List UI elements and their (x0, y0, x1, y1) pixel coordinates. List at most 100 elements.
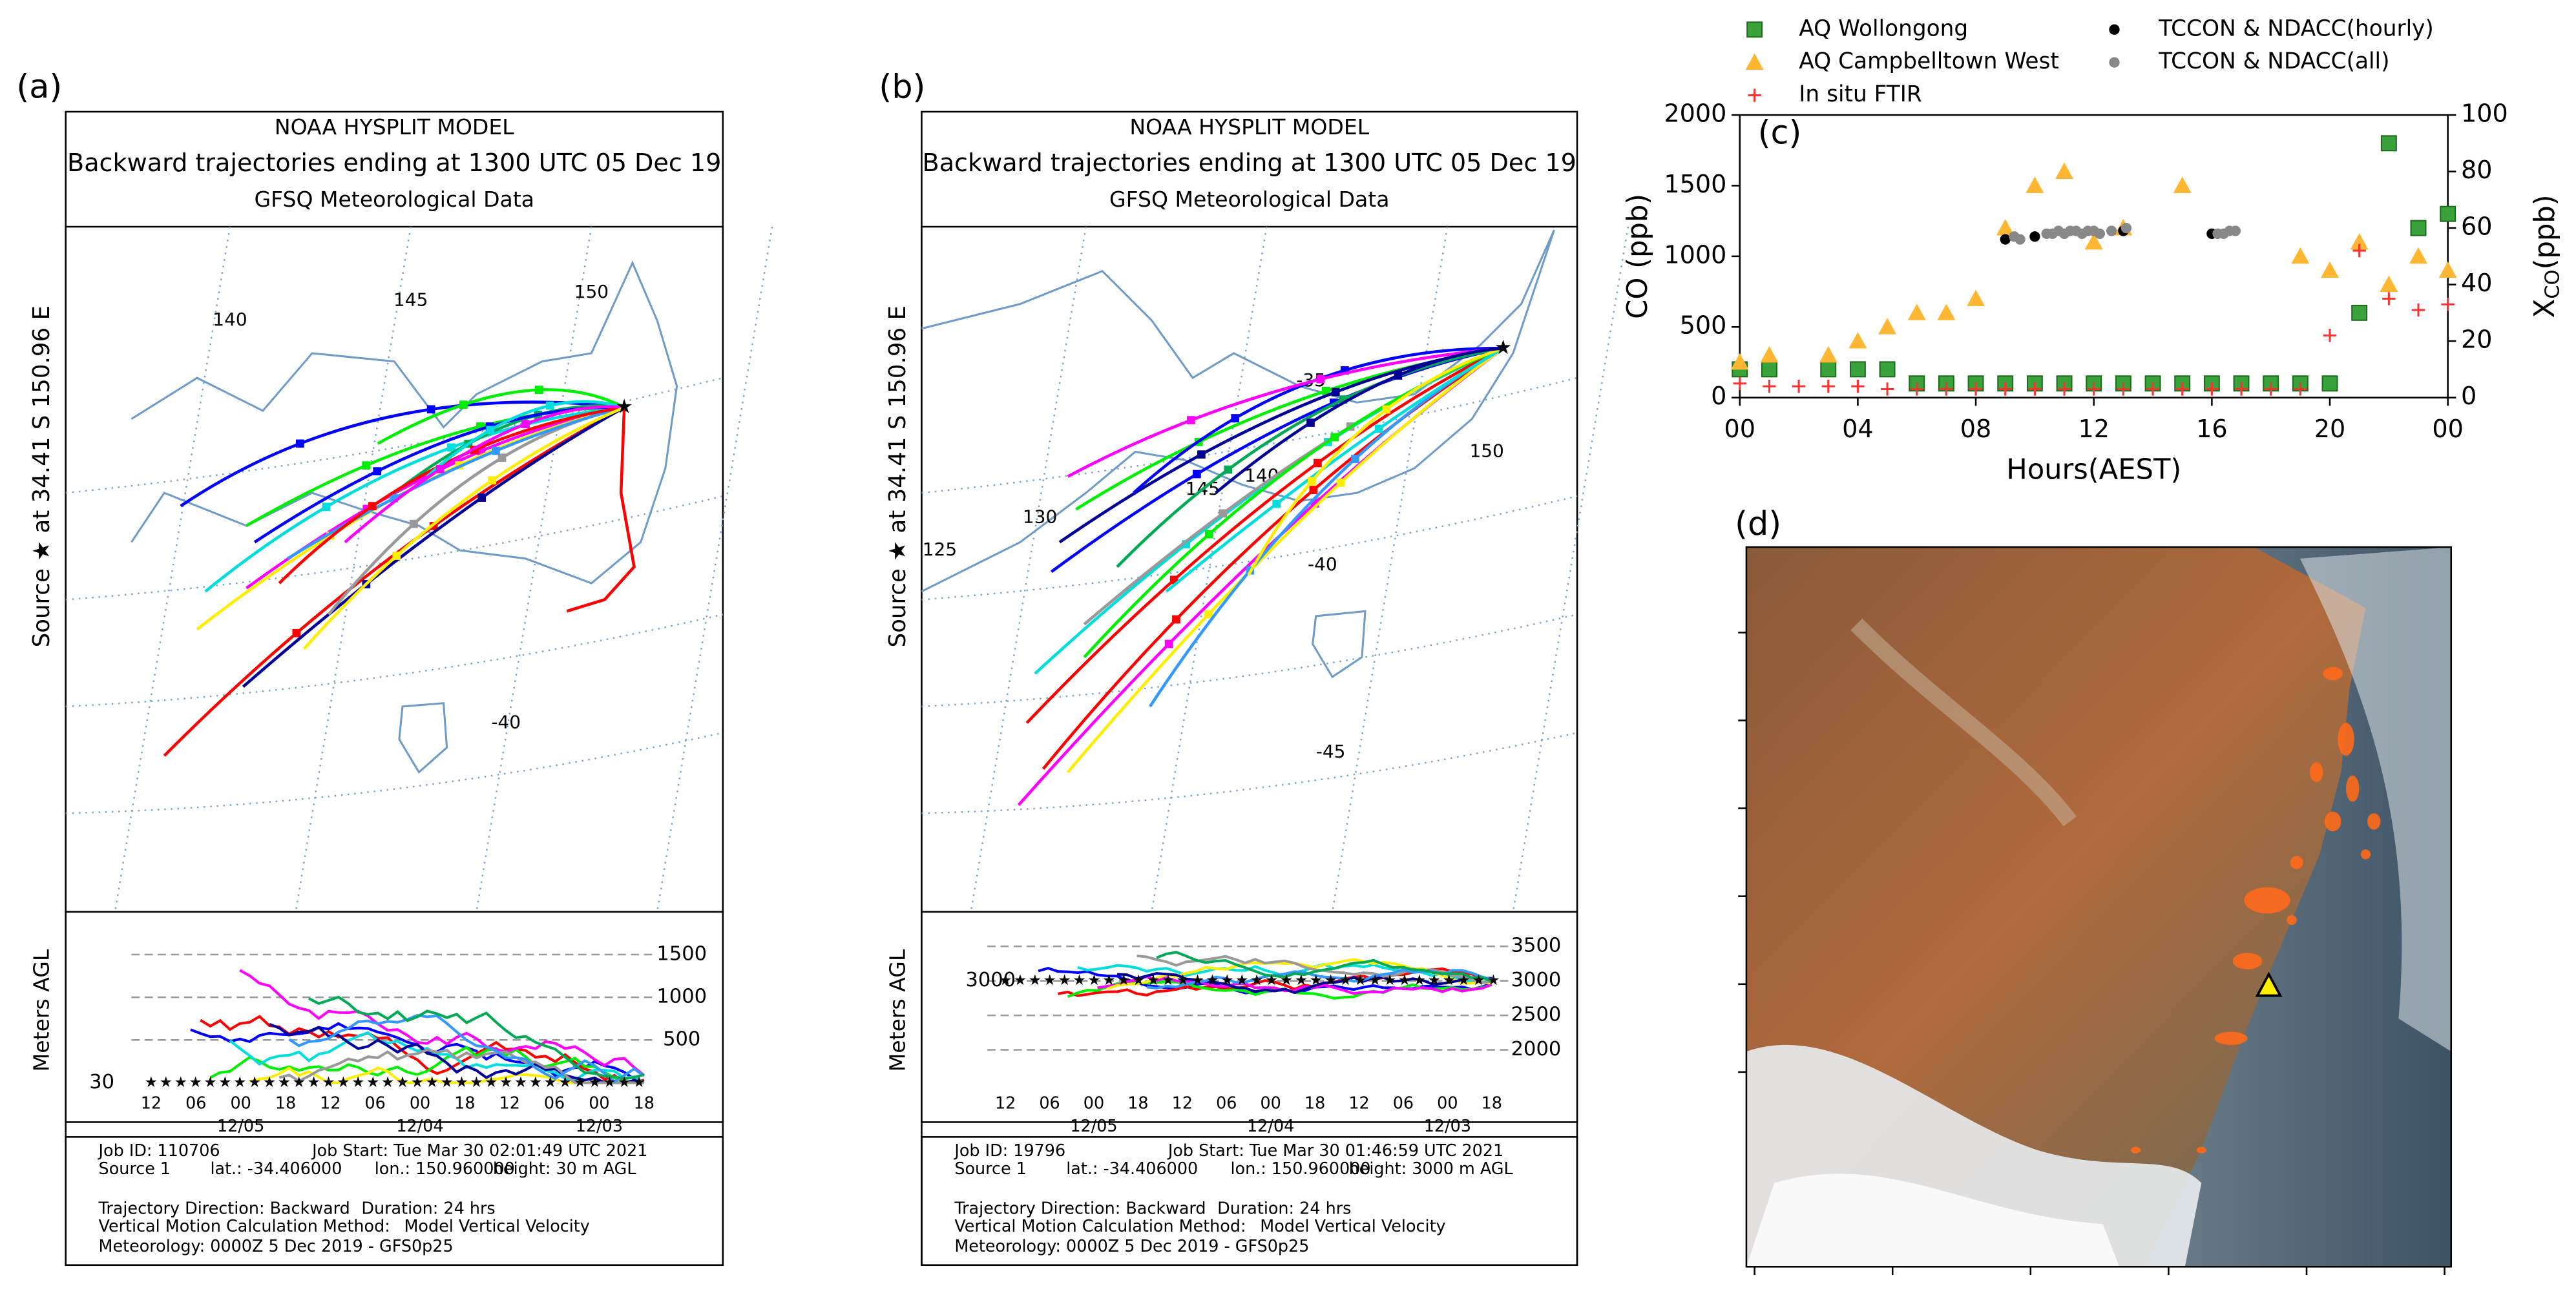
plus-marker (2294, 382, 2307, 396)
legend-label: In situ FTIR (1799, 81, 1922, 107)
trajectory (1215, 347, 1503, 494)
plus-marker (1733, 377, 1746, 390)
map-graticule (656, 226, 773, 913)
triangle-marker (1745, 53, 1764, 70)
footer-text: lat.: -34.406000 (1066, 1159, 1198, 1178)
release-star: ★ (573, 1074, 587, 1091)
footer-text: Vertical Motion Calculation Method: (99, 1216, 390, 1236)
time-label: 06 (544, 1093, 565, 1112)
x-tick-label: 12 (2078, 415, 2110, 443)
release-star: ★ (293, 1074, 306, 1091)
source-star: ★ (616, 395, 633, 418)
trajectory-marker (373, 467, 382, 475)
release-star: ★ (411, 1074, 424, 1091)
map-label: 125 (923, 539, 957, 560)
map-label: -40 (1308, 553, 1337, 575)
trajectory-marker (1307, 477, 1316, 486)
hysplit-title: Backward trajectories ending at 1300 UTC… (923, 149, 1576, 177)
release-star: ★ (204, 1074, 217, 1091)
coastline (131, 260, 678, 584)
release-star: ★ (1280, 972, 1293, 989)
plus-marker (1821, 379, 1835, 393)
plus-marker (2175, 382, 2189, 396)
trajectory-marker (534, 386, 543, 394)
y-tick-label: 0 (1711, 382, 1726, 410)
height-trajectory (308, 995, 645, 1081)
release-star: ★ (1354, 972, 1367, 989)
trajectory (377, 388, 625, 445)
release-star: ★ (1147, 972, 1160, 989)
trajectory (426, 400, 625, 478)
release-star: ★ (544, 1074, 558, 1091)
map-graticule (295, 226, 412, 913)
trajectory-marker (1164, 639, 1173, 648)
height-trajectory (239, 969, 645, 1077)
time-label: 18 (454, 1093, 475, 1112)
y2-tick-label: 20 (2461, 326, 2493, 354)
height-axis-label: Meters AGL (885, 949, 910, 1071)
trajectory-marker (1374, 424, 1383, 433)
trajectory-marker (1382, 405, 1391, 414)
trajectory (302, 406, 625, 650)
release-star: ★ (381, 1074, 395, 1091)
release-star: ★ (455, 1074, 468, 1091)
height-trajectory (209, 1046, 644, 1084)
plot-frame (1739, 114, 2449, 398)
footer-text: lat.: -34.406000 (210, 1159, 342, 1178)
footer-text: Meteorology: 0000Z 5 Dec 2019 - GFS0p25 (954, 1236, 1309, 1256)
trajectory-marker (1193, 470, 1201, 479)
square-marker (2410, 220, 2427, 236)
trajectory-marker (322, 502, 331, 512)
release-star: ★ (278, 1074, 291, 1091)
release-star: ★ (1029, 972, 1042, 989)
trajectory-marker (1314, 459, 1322, 468)
footer-text: Vertical Motion Calculation Method: (954, 1216, 1246, 1236)
footer-text: height: 3000 m AGL (1349, 1159, 1514, 1178)
time-label: 18 (1304, 1093, 1325, 1112)
release-star: ★ (485, 1074, 498, 1091)
plus-marker (2146, 382, 2160, 396)
triangle-marker (1848, 332, 1867, 349)
trajectory (1116, 347, 1503, 568)
footer-text: Source 1 (99, 1159, 171, 1178)
release-star: ★ (1014, 972, 1027, 989)
square-marker (1746, 21, 1763, 38)
release-star: ★ (1472, 972, 1485, 989)
release-star: ★ (618, 1074, 631, 1091)
release-star: ★ (366, 1074, 380, 1091)
time-label: 18 (1127, 1093, 1148, 1112)
plus-marker (2057, 382, 2071, 396)
map-graticule (1151, 226, 1268, 913)
map-graticule (970, 226, 1087, 913)
y2-axis-label-part: CO (2541, 269, 2564, 298)
circle-marker (2109, 57, 2120, 68)
release-star: ★ (1383, 972, 1397, 989)
trajectory-marker (295, 439, 304, 448)
footer-frame (921, 1136, 1578, 1267)
footer-text: height: 30 m AGL (493, 1159, 637, 1178)
release-star: ★ (1295, 972, 1308, 989)
plus-marker (2441, 298, 2455, 311)
release-star: ★ (425, 1074, 439, 1091)
triangle-marker (1730, 353, 1749, 370)
square-marker (2380, 135, 2397, 152)
release-star: ★ (337, 1074, 350, 1091)
time-label: 12 (141, 1093, 162, 1112)
plus-marker (2028, 382, 2042, 396)
trajectory-marker (1330, 433, 1339, 442)
release-height-label: 3000 (965, 969, 1016, 991)
hysplit-title: GFSQ Meteorological Data (1109, 187, 1389, 212)
footer-text: Duration: 24 hrs (1217, 1198, 1351, 1217)
y-tick-label: 1000 (1664, 240, 1726, 269)
triangle-marker (2438, 261, 2457, 278)
fire-spot (2287, 915, 2297, 926)
panel-label: (d) (1735, 504, 1781, 543)
x-axis-label: Hours(AEST) (2006, 454, 2181, 486)
time-label: 12 (320, 1093, 340, 1112)
release-star: ★ (633, 1074, 646, 1091)
square-marker (1879, 361, 1896, 378)
triangle-marker (1967, 289, 1985, 306)
y-tick-label: 2000 (1664, 99, 1726, 128)
release-star: ★ (145, 1074, 158, 1091)
triangle-marker (2350, 233, 2369, 250)
